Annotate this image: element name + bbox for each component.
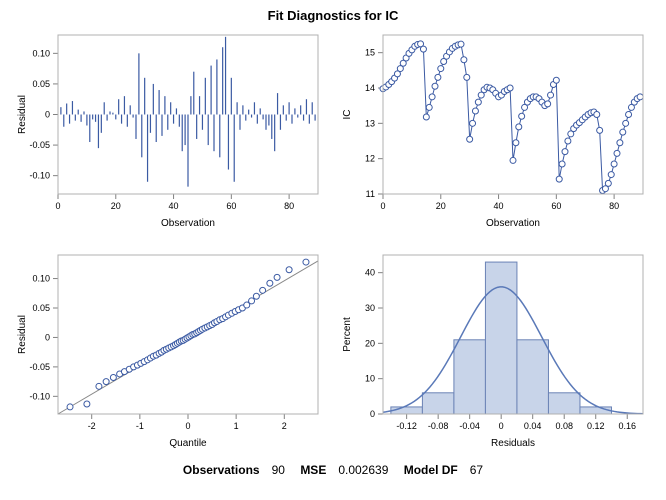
svg-text:30: 30: [365, 303, 375, 313]
svg-text:0.12: 0.12: [587, 421, 605, 431]
svg-text:Residual: Residual: [17, 95, 28, 134]
svg-text:60: 60: [551, 201, 561, 211]
svg-text:-0.04: -0.04: [459, 421, 480, 431]
svg-text:0.16: 0.16: [618, 421, 636, 431]
svg-text:0: 0: [370, 409, 375, 419]
svg-text:60: 60: [226, 201, 236, 211]
svg-text:0.05: 0.05: [32, 79, 50, 89]
svg-text:IC: IC: [342, 110, 353, 120]
svg-text:80: 80: [609, 201, 619, 211]
panel-qq-plot: -2 -1 0 1 2 -0.10 -0.05 0 0.05 0.10 Quantile Residu…: [13, 247, 328, 457]
svg-text:0: 0: [45, 332, 50, 342]
summary-stats: Observations 90 MSE 0.002639 Model DF 67: [0, 457, 666, 479]
svg-text:Observation: Observation: [486, 218, 540, 229]
svg-text:0.04: 0.04: [524, 421, 542, 431]
panel-histogram: -0.12 -0.08 -0.04 0 0.04 0.08 0.12 0.16 0 10 20 30 4…: [338, 247, 653, 457]
svg-text:40: 40: [169, 201, 179, 211]
svg-text:-0.05: -0.05: [29, 140, 50, 150]
svg-text:0: 0: [45, 110, 50, 120]
svg-text:1: 1: [234, 421, 239, 431]
svg-text:40: 40: [494, 201, 504, 211]
obs-label: Observations: [183, 463, 260, 477]
svg-text:20: 20: [365, 338, 375, 348]
panel-residual-vs-obs: 0 20 40 60 80 -0.10 -0.05 0 0.05 0.10 Observation R…: [13, 27, 328, 237]
svg-text:20: 20: [436, 201, 446, 211]
svg-text:0.05: 0.05: [32, 303, 50, 313]
svg-text:0.08: 0.08: [555, 421, 573, 431]
svg-text:-1: -1: [136, 421, 144, 431]
svg-text:80: 80: [284, 201, 294, 211]
panel-ic-vs-obs: 0 20 40 60 80 11 12 13 14 15 Observation IC: [338, 27, 653, 237]
svg-text:-0.10: -0.10: [29, 391, 50, 401]
svg-text:0.10: 0.10: [32, 274, 50, 284]
svg-text:Residuals: Residuals: [491, 438, 535, 449]
svg-text:14: 14: [365, 83, 375, 93]
svg-text:0: 0: [55, 201, 60, 211]
svg-text:Percent: Percent: [342, 317, 353, 352]
svg-text:11: 11: [366, 189, 375, 199]
svg-text:-0.05: -0.05: [29, 362, 50, 372]
svg-text:2: 2: [282, 421, 287, 431]
obs-value: 90: [272, 463, 285, 477]
svg-text:12: 12: [365, 154, 375, 164]
svg-text:Residual: Residual: [17, 315, 28, 354]
svg-text:40: 40: [365, 268, 375, 278]
svg-text:0: 0: [380, 201, 385, 211]
svg-text:20: 20: [111, 201, 121, 211]
svg-text:-0.12: -0.12: [396, 421, 417, 431]
svg-text:-0.08: -0.08: [428, 421, 449, 431]
svg-text:Observation: Observation: [161, 218, 215, 229]
svg-text:0: 0: [185, 421, 190, 431]
mse-value: 0.002639: [338, 463, 388, 477]
svg-text:0: 0: [499, 421, 504, 431]
svg-text:Quantile: Quantile: [169, 438, 207, 449]
mse-label: MSE: [300, 463, 326, 477]
df-value: 67: [470, 463, 483, 477]
svg-text:13: 13: [365, 118, 375, 128]
svg-text:-0.10: -0.10: [29, 171, 50, 181]
df-label: Model DF: [404, 463, 458, 477]
svg-text:15: 15: [365, 48, 375, 58]
svg-text:10: 10: [365, 374, 375, 384]
svg-text:0.10: 0.10: [32, 48, 50, 58]
svg-text:-2: -2: [88, 421, 96, 431]
page-title: Fit Diagnostics for IC: [0, 0, 666, 27]
